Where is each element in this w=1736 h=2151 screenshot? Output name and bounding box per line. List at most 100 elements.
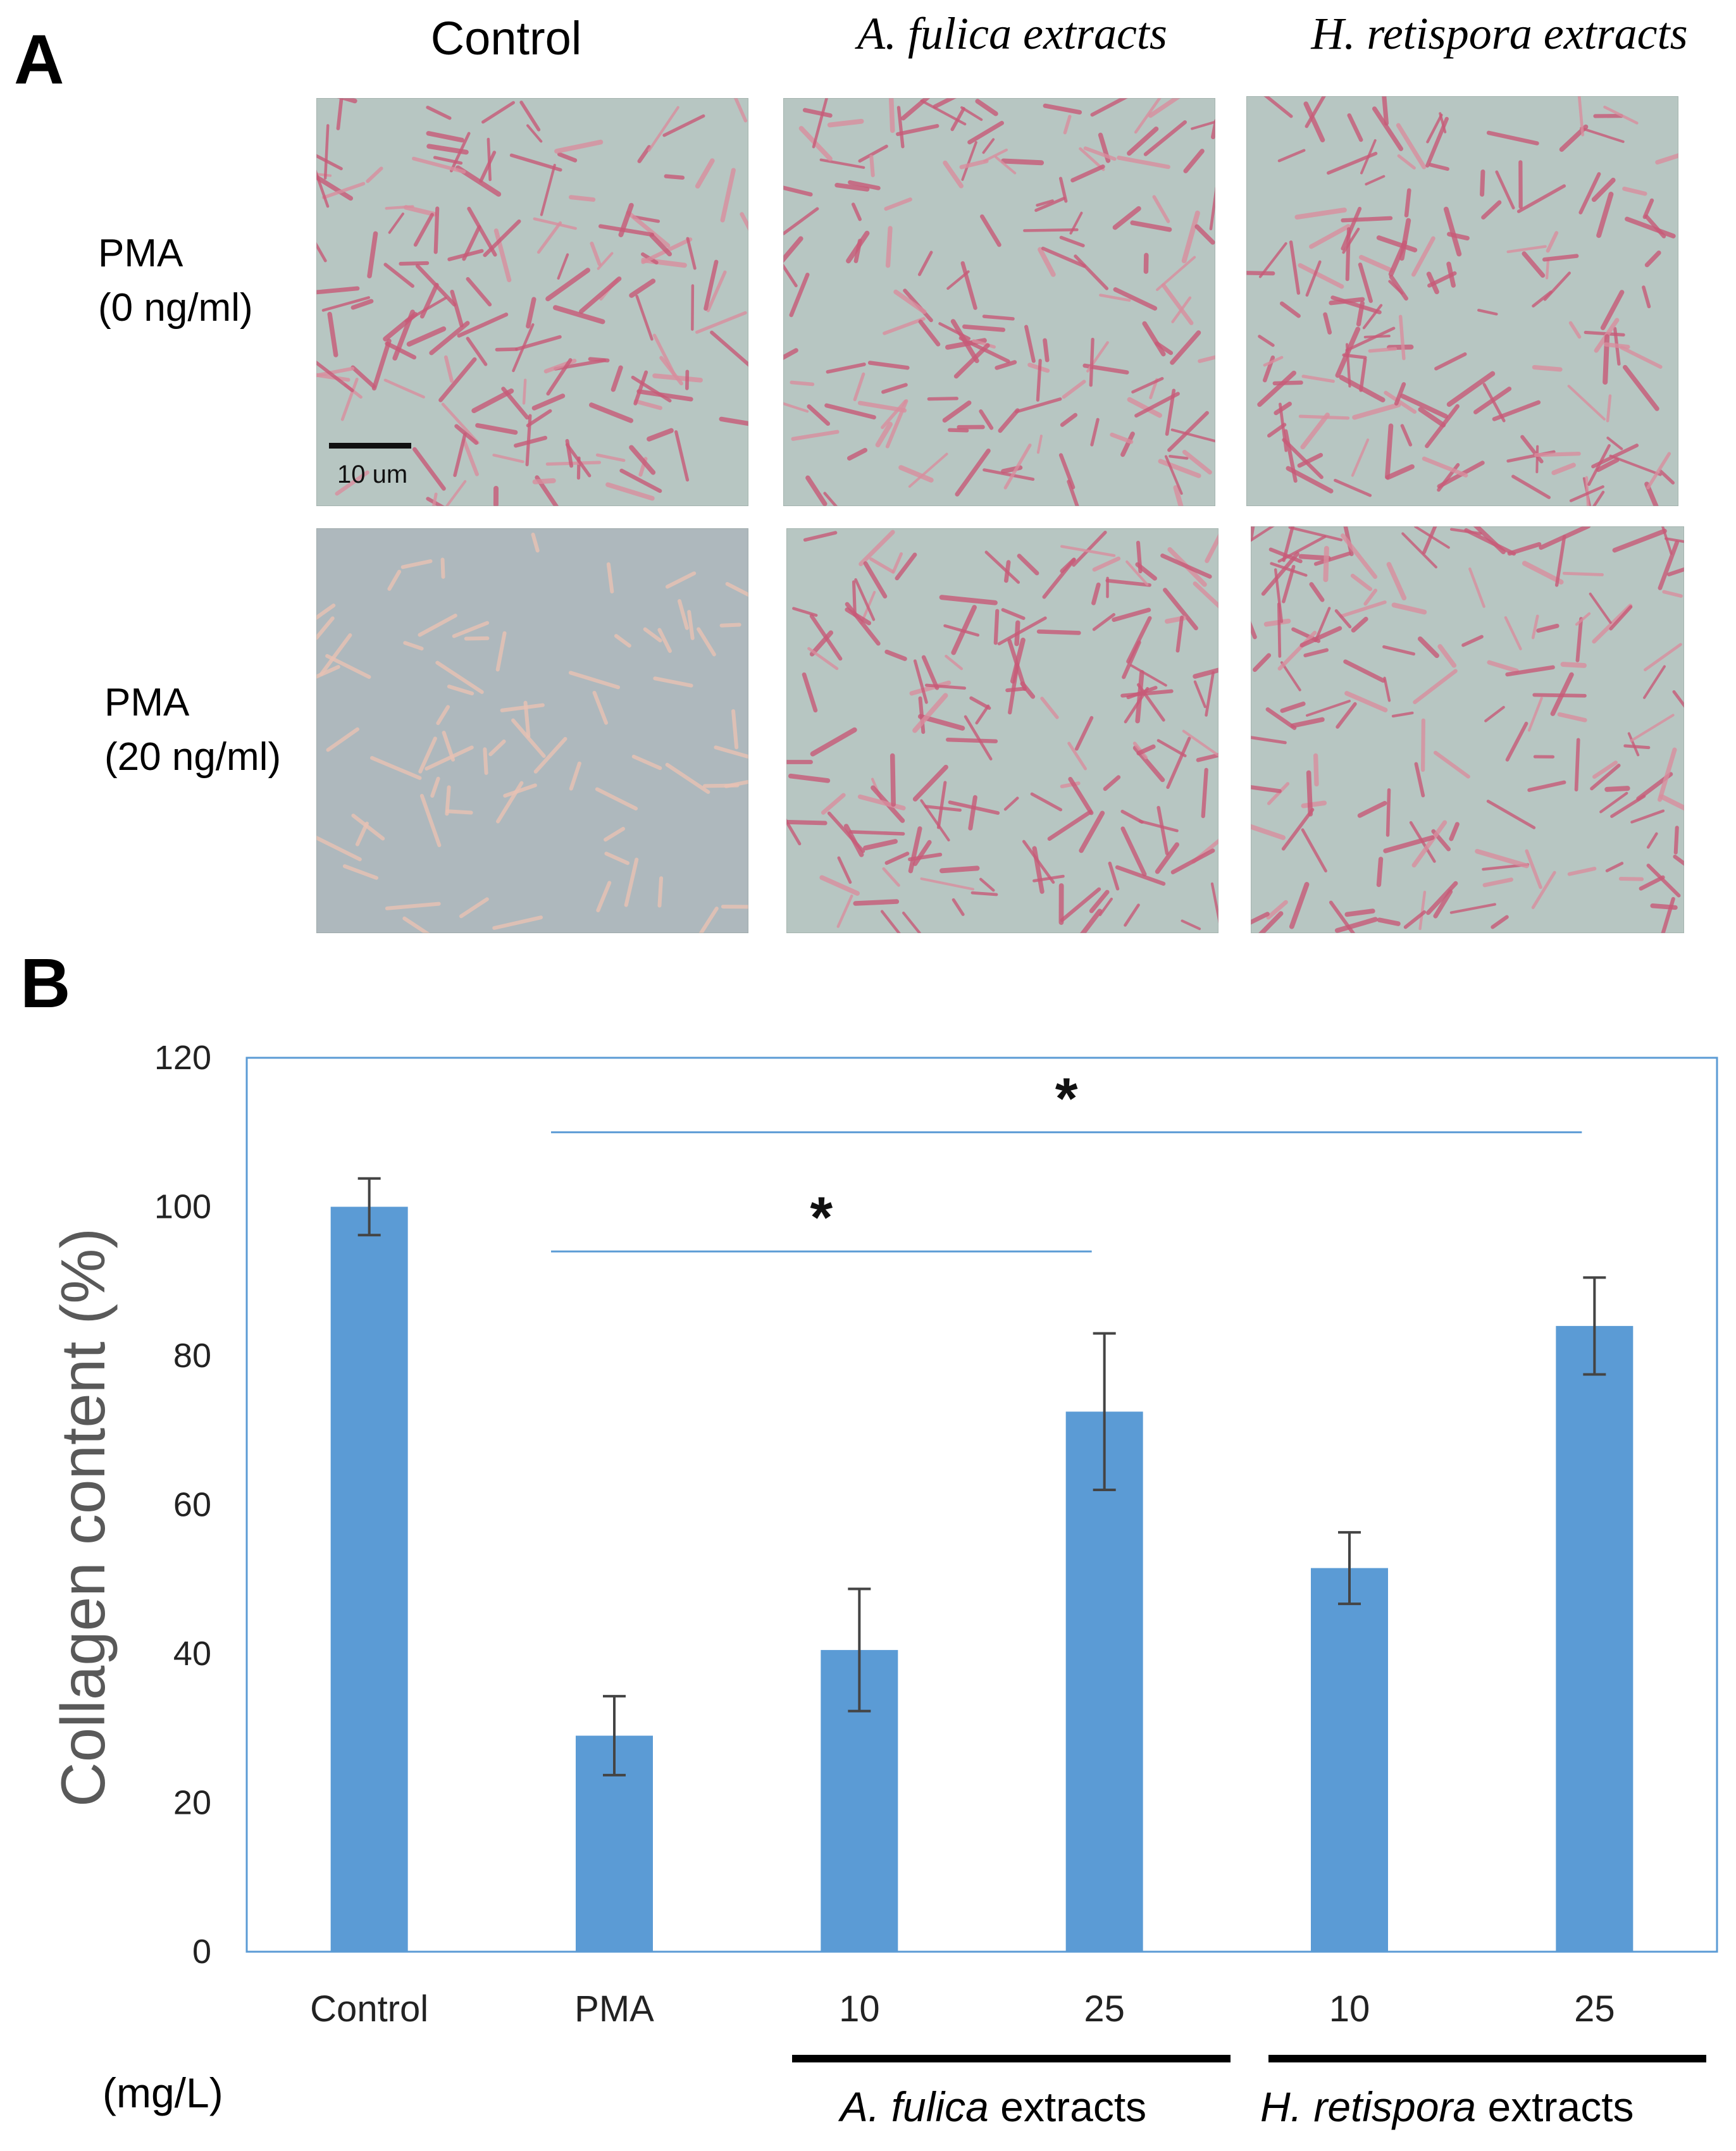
cell (435, 660, 484, 694)
cell (789, 272, 810, 318)
cell (924, 805, 962, 812)
cell (1198, 355, 1215, 363)
cell (500, 703, 545, 712)
cell (891, 552, 903, 574)
cell (1138, 819, 1179, 833)
group-label-h-retispora: H. retispora extracts (1260, 2083, 1634, 2131)
cell (1080, 908, 1103, 933)
cell (1584, 330, 1625, 337)
bar (1065, 1411, 1143, 1952)
cell (979, 409, 994, 430)
cell (1603, 106, 1639, 125)
cell (450, 132, 471, 173)
cell (885, 226, 893, 268)
cell (1434, 352, 1467, 371)
cell (1175, 616, 1184, 653)
cell (1505, 665, 1555, 677)
cell (1034, 197, 1066, 213)
cell (1205, 533, 1218, 564)
cell (1060, 412, 1078, 427)
cell (1604, 786, 1630, 792)
bar (1311, 1568, 1388, 1952)
cell (1665, 537, 1684, 543)
cell (1399, 218, 1411, 261)
cell (1495, 170, 1515, 210)
cell (425, 745, 474, 771)
y-tick-label: 0 (192, 1933, 211, 1971)
cell (1491, 915, 1509, 929)
cell (918, 696, 926, 735)
cell (1644, 643, 1682, 672)
cell (1646, 864, 1681, 898)
cell (902, 911, 921, 933)
cell (1047, 809, 1093, 841)
cell (1062, 380, 1086, 399)
cell (725, 581, 748, 597)
cell (1205, 671, 1215, 717)
cell (626, 210, 671, 248)
cell (791, 430, 840, 441)
cell (1274, 401, 1292, 416)
cell (1657, 747, 1677, 802)
cell (316, 286, 360, 295)
cell (1383, 676, 1391, 702)
cell (1183, 149, 1205, 173)
cell (1418, 890, 1427, 931)
cell (1443, 206, 1462, 257)
cell (1446, 371, 1496, 407)
cell (1089, 337, 1094, 387)
cell (731, 709, 739, 750)
cell (913, 840, 932, 866)
group-label-h-retispora-rest: extracts (1476, 2083, 1634, 2130)
cell (1079, 810, 1105, 853)
cell (881, 383, 908, 394)
cell (1091, 582, 1101, 605)
cell (653, 676, 693, 688)
cell (1068, 777, 1094, 815)
cell (441, 402, 480, 445)
cell (783, 348, 798, 361)
cell (1313, 753, 1319, 787)
cell (1403, 910, 1427, 929)
cell (1083, 146, 1117, 161)
cell (1357, 800, 1387, 818)
cell (457, 313, 509, 338)
cell (432, 492, 438, 506)
cell (1365, 175, 1386, 186)
cell (429, 321, 470, 356)
micrograph-background (316, 528, 748, 933)
cell (554, 139, 604, 154)
cell (1644, 250, 1661, 268)
cell (335, 470, 369, 496)
cell (1024, 325, 1036, 363)
x-tick-label: 10 (1329, 1988, 1370, 2024)
cell (884, 197, 912, 211)
cell (1505, 721, 1528, 762)
cell (1585, 476, 1590, 506)
row-label-pma-0: PMA (0 ng/ml) (98, 226, 253, 335)
cell (995, 360, 1017, 370)
cell (565, 443, 592, 478)
micrograph-a-fulica-pma-20 (786, 528, 1218, 933)
cell (605, 482, 655, 501)
row-label-pma-0-line1: PMA (98, 232, 183, 275)
cell (1542, 254, 1579, 262)
cell (1251, 912, 1270, 925)
cell (1074, 254, 1109, 290)
cell (1397, 154, 1416, 170)
cell (1401, 532, 1437, 569)
row-label-pma-20: PMA (20 ng/ml) (104, 676, 281, 784)
cell (526, 297, 536, 329)
cell (533, 217, 577, 230)
cell (496, 781, 524, 824)
cell (783, 263, 798, 288)
collagen-bar-chart: 0 20 40 60 80 100 120 Collagen content (%) Contr… (48, 1039, 1718, 2024)
cell (1158, 459, 1201, 478)
cell (824, 403, 876, 419)
cell (1368, 347, 1398, 353)
cell (920, 877, 974, 891)
cell (1211, 119, 1215, 140)
cell (823, 492, 838, 506)
cell (568, 671, 621, 690)
cell (1251, 621, 1257, 640)
